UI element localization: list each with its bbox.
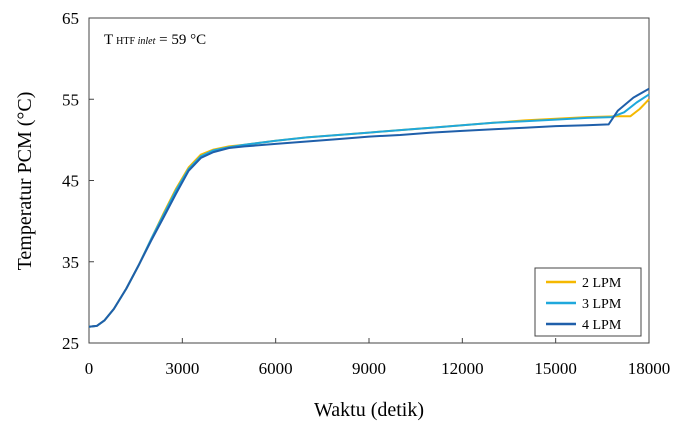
x-tick-label: 15000 [534, 359, 577, 378]
x-tick-label: 6000 [259, 359, 293, 378]
x-tick-label: 0 [85, 359, 94, 378]
annotation-main: T [104, 32, 113, 48]
y-tick-label: 45 [62, 172, 79, 191]
legend-label: 4 LPM [582, 318, 622, 333]
x-axis-title: Waktu (detik) [314, 399, 424, 421]
legend-label: 3 LPM [582, 297, 622, 312]
x-tick-label: 12000 [441, 359, 484, 378]
x-tick-label: 18000 [628, 359, 671, 378]
annotation-subscript-italic: inlet [138, 36, 156, 47]
y-tick-label: 65 [62, 9, 79, 28]
y-tick-label: 25 [62, 334, 79, 353]
annotation-subscript: HTF [116, 36, 137, 47]
axis-ticks: 0 3000 6000 9000 12000 15000 18000 25 35 45 55 65 [62, 9, 670, 378]
series-line-4-lpm [88, 87, 650, 328]
annotation: T HTF inlet = 59 °C [104, 32, 206, 48]
y-tick-label: 35 [62, 253, 79, 272]
x-tick-label: 9000 [352, 359, 386, 378]
annotation-value: = 59 °C [155, 32, 206, 48]
legend: 2 LPM 3 LPM 4 LPM [534, 267, 642, 337]
y-axis-title: Temperatur PCM (°C) [14, 92, 36, 271]
y-tick-label: 55 [62, 90, 79, 109]
x-tick-label: 3000 [165, 359, 199, 378]
legend-label: 2 LPM [582, 276, 622, 291]
series-lines [88, 87, 650, 328]
